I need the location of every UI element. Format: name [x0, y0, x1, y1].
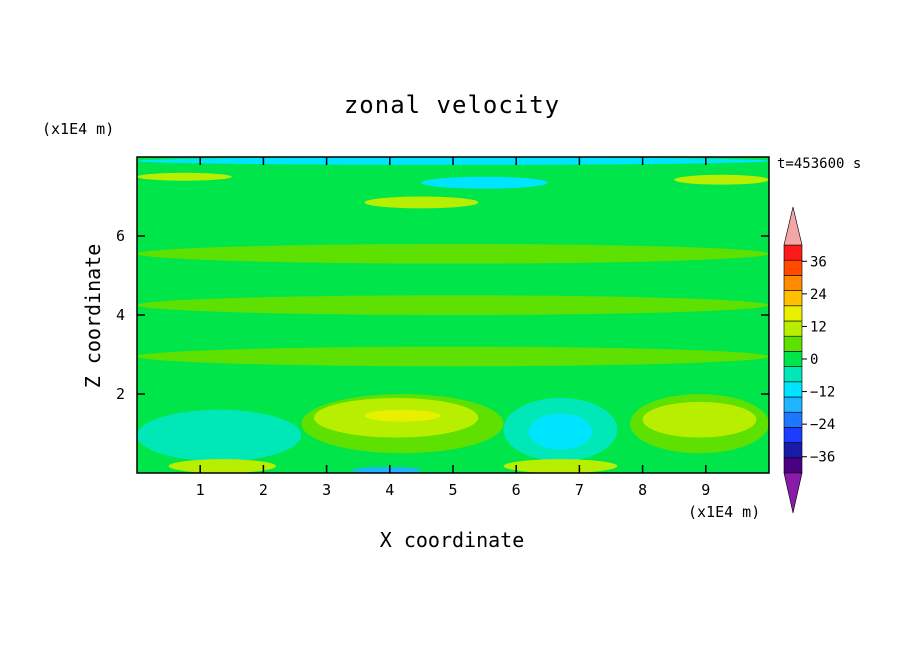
colorbar [783, 206, 803, 514]
x-tick-label: 5 [448, 481, 457, 499]
x-unit-label: (x1E4 m) [688, 503, 760, 521]
y-tick-label: 2 [116, 385, 125, 403]
contour-region-16 [674, 174, 769, 185]
x-axis-label: X coordinate [380, 528, 525, 552]
y-tick-label: 6 [116, 227, 125, 245]
colorbar-segment [783, 351, 803, 367]
contour-region-8 [168, 459, 277, 473]
contour-region-5 [364, 409, 441, 422]
colorbar-segment [783, 381, 803, 398]
colorbar-segment [783, 442, 803, 459]
y-unit-label: (x1E4 m) [42, 120, 114, 138]
chart-title: zonal velocity [344, 91, 560, 119]
contour-region-2 [528, 413, 593, 450]
colorbar-segment [783, 290, 803, 307]
colorbar-under-arrow [783, 472, 803, 514]
colorbar-label: −12 [810, 385, 835, 401]
colorbar-segment [783, 320, 803, 337]
x-tick-label: 4 [385, 481, 394, 499]
colorbar-label: 12 [810, 319, 827, 335]
colorbar-segment [783, 396, 803, 413]
contour-region-11 [137, 346, 769, 367]
colorbar-segment [783, 366, 803, 383]
colorbar-label: 0 [810, 352, 818, 368]
x-tick-label: 9 [701, 481, 710, 499]
colorbar-segment [783, 411, 803, 428]
contour-region-14 [364, 196, 479, 209]
contour-region-0 [137, 409, 302, 462]
contour-region-10 [351, 467, 422, 473]
colorbar-over-arrow [783, 206, 803, 246]
contour-region-7 [642, 401, 757, 438]
y-axis-label: Z coordinate [81, 244, 105, 389]
contour-region-17 [421, 176, 548, 189]
colorbar-segment [783, 305, 803, 322]
contour-region-9 [503, 459, 618, 473]
time-label: t=453600 s [777, 156, 861, 172]
contour-region-13 [137, 243, 769, 264]
colorbar-segment [783, 244, 803, 261]
x-tick-label: 6 [512, 481, 521, 499]
y-axis: 2 4 6 [116, 227, 769, 403]
x-tick-label: 2 [259, 481, 268, 499]
colorbar-label: 24 [810, 287, 827, 303]
colorbar-segment [783, 275, 803, 291]
y-tick-label: 4 [116, 306, 125, 324]
colorbar-segment [783, 457, 803, 474]
x-axis: 1 2 3 4 5 6 7 8 9 [196, 157, 710, 499]
colorbar-labels: 36 24 12 0 −12 −24 −36 [802, 254, 835, 466]
x-tick-label: 7 [575, 481, 584, 499]
contour-region-12 [137, 295, 769, 315]
colorbar-segment [783, 335, 803, 352]
colorbar-segment [783, 427, 803, 443]
x-tick-label: 1 [196, 481, 205, 499]
colorbar-label: −24 [810, 417, 835, 433]
colorbar-label: 36 [810, 254, 827, 270]
x-tick-label: 8 [638, 481, 647, 499]
colorbar-label: −36 [810, 450, 835, 466]
x-tick-label: 3 [322, 481, 331, 499]
colorbar-segment [783, 259, 803, 276]
contour-region-15 [137, 172, 232, 181]
plot-area [137, 157, 769, 473]
